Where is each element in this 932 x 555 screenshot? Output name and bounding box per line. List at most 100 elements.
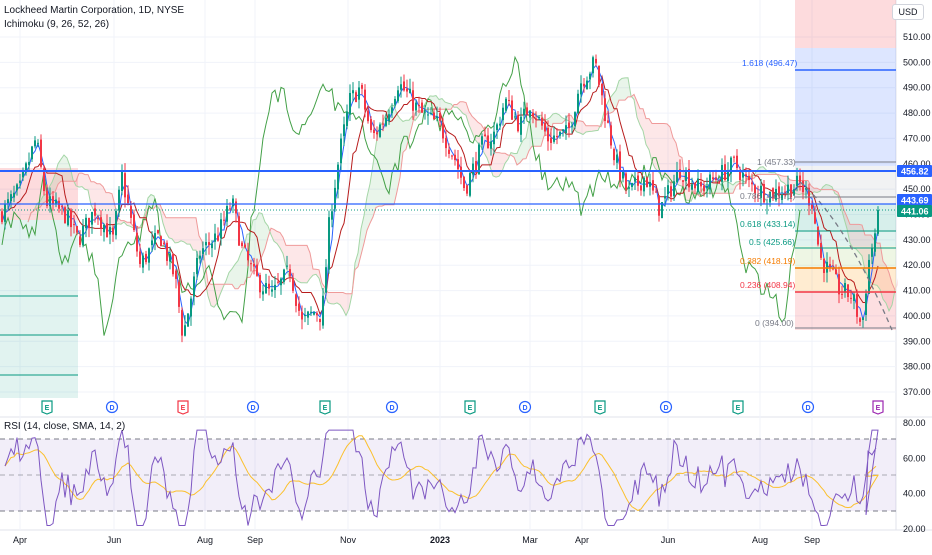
cloud-segment bbox=[529, 117, 532, 151]
candle-body bbox=[250, 263, 252, 265]
candle-body bbox=[628, 187, 630, 189]
cloud-segment bbox=[196, 217, 199, 259]
candle-body bbox=[490, 141, 492, 149]
cloud-segment bbox=[193, 217, 196, 251]
event-marker[interactable]: E bbox=[594, 400, 606, 415]
event-marker[interactable]: D bbox=[385, 400, 399, 414]
candle-body bbox=[562, 129, 564, 132]
candle-body bbox=[781, 194, 783, 200]
candle-body bbox=[448, 149, 450, 154]
cloud-segment bbox=[175, 217, 178, 243]
candle-body bbox=[103, 224, 105, 233]
candle-body bbox=[220, 219, 222, 239]
rsi-axis[interactable]: 80.00 60.00 40.00 20.00 bbox=[903, 418, 926, 534]
event-marker[interactable]: D bbox=[659, 400, 673, 414]
cloud-segment bbox=[559, 114, 562, 124]
symbol-title[interactable]: Lockheed Martin Corporation, 1D, NYSE bbox=[4, 5, 185, 16]
candle-body bbox=[202, 248, 204, 254]
candle-body bbox=[751, 182, 753, 185]
candle-body bbox=[436, 116, 438, 119]
candle-body bbox=[478, 144, 480, 175]
price-axis[interactable]: 510.00 500.00 490.00 480.00 470.00 460.00 450.… bbox=[903, 32, 931, 397]
candle-body bbox=[466, 185, 468, 194]
candle-body bbox=[625, 173, 627, 190]
event-marker[interactable]: D bbox=[518, 400, 532, 414]
event-marker[interactable]: E bbox=[41, 400, 53, 415]
candle-body bbox=[133, 214, 135, 231]
candle-body bbox=[652, 180, 654, 191]
fib-zone-blue bbox=[795, 48, 896, 166]
cloud-segment bbox=[388, 105, 391, 205]
candle-body bbox=[658, 195, 660, 216]
candle-body bbox=[778, 186, 780, 197]
candle-body bbox=[415, 102, 417, 111]
candle-body bbox=[694, 183, 696, 189]
dividend-marker-icon bbox=[801, 400, 815, 414]
candle-body bbox=[571, 125, 573, 127]
candle-body bbox=[73, 224, 75, 226]
candle-body bbox=[4, 203, 6, 222]
candle-body bbox=[871, 248, 873, 257]
candle-body bbox=[757, 194, 759, 196]
candle-body bbox=[289, 269, 291, 277]
candle-body bbox=[865, 293, 867, 315]
candle-body bbox=[382, 123, 384, 125]
event-marker[interactable]: E bbox=[464, 400, 476, 415]
candle-body bbox=[418, 105, 420, 107]
candle-body bbox=[670, 186, 672, 197]
candle-body bbox=[742, 172, 744, 178]
candle-body bbox=[124, 173, 126, 198]
candle-body bbox=[37, 142, 39, 144]
candle-body bbox=[229, 208, 231, 210]
candle-body bbox=[421, 102, 423, 113]
candle-body bbox=[13, 192, 15, 198]
candle-body bbox=[520, 116, 522, 135]
event-marker[interactable]: E bbox=[319, 400, 331, 415]
price-tick-label: 510.00 bbox=[903, 32, 931, 42]
event-marker[interactable]: E bbox=[732, 400, 744, 415]
cloud-segment bbox=[526, 121, 529, 159]
candle-body bbox=[184, 325, 186, 336]
event-marker[interactable]: D bbox=[246, 400, 260, 414]
event-marker[interactable]: E bbox=[872, 400, 884, 415]
cloud-segment bbox=[556, 113, 559, 124]
candle-body bbox=[619, 151, 621, 180]
candle-body bbox=[190, 298, 192, 317]
candle-body bbox=[43, 168, 45, 192]
candle-body bbox=[196, 257, 198, 275]
candle-body bbox=[61, 205, 63, 207]
candle-body bbox=[727, 170, 729, 182]
cloud-segment bbox=[208, 282, 211, 306]
cloud-segment bbox=[184, 217, 187, 245]
cloud-segment bbox=[844, 210, 847, 229]
time-axis[interactable]: Apr Jun Aug Sep Nov 2023 Mar Apr Jun Aug Sep bbox=[13, 535, 820, 545]
cloud-segment bbox=[304, 245, 307, 283]
time-tick-label: Jun bbox=[107, 535, 122, 545]
cloud-segment bbox=[646, 118, 649, 150]
candle-body bbox=[703, 185, 705, 192]
candle-body bbox=[85, 217, 87, 229]
cloud-segment bbox=[523, 137, 526, 160]
cloud-segment bbox=[409, 116, 412, 138]
price-tick-label: 410.00 bbox=[903, 286, 931, 296]
candle-body bbox=[691, 184, 693, 190]
candle-body bbox=[406, 88, 408, 92]
price-tick-label: 390.00 bbox=[903, 336, 931, 346]
currency-button[interactable]: USD bbox=[892, 4, 924, 20]
candle-body bbox=[631, 182, 633, 187]
candle-body bbox=[394, 98, 396, 105]
event-marker[interactable]: D bbox=[105, 400, 119, 414]
rsi-indicator-label[interactable]: RSI (14, close, SMA, 14, 2) bbox=[4, 421, 126, 432]
candle-body bbox=[295, 294, 297, 306]
cloud-segment bbox=[316, 269, 319, 279]
candle-body bbox=[721, 165, 723, 182]
event-marker[interactable]: E bbox=[177, 400, 189, 415]
event-marker[interactable]: D bbox=[801, 400, 815, 414]
indicator-label[interactable]: Ichimoku (9, 26, 52, 26) bbox=[4, 19, 110, 30]
candle-body bbox=[76, 225, 78, 233]
rsi-pane[interactable] bbox=[0, 418, 896, 530]
cloud-segment bbox=[79, 173, 82, 188]
candle-body bbox=[550, 137, 552, 143]
